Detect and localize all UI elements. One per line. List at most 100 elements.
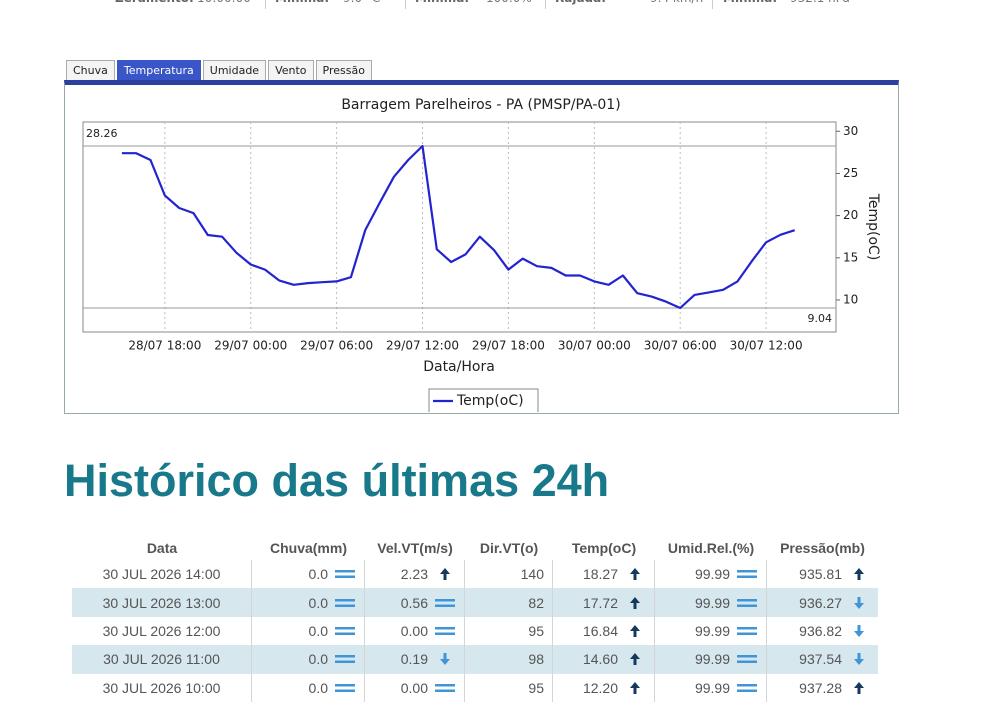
x-tick-label: 29/07 12:00 (386, 339, 459, 353)
table-cell: 937.28 (767, 674, 878, 702)
table-cell: 82 (465, 588, 553, 617)
trend-icon-part (435, 626, 455, 630)
y-tick-label: 10 (843, 292, 858, 306)
table-cell: 0.0 (252, 588, 365, 617)
trend-icon (335, 626, 355, 635)
tab[interactable]: Chuva (66, 60, 115, 80)
tab-bar: Chuva Temperatura Umidade Vento Pressão (66, 60, 372, 80)
table-cell: 936.82 (767, 617, 878, 645)
cell-value: 937.28 (799, 679, 842, 696)
table-cell: 30 JUL 2026 11:00 (72, 645, 252, 674)
table-cell: 2.23 (365, 560, 465, 589)
table-cell: 14.60 (553, 645, 655, 674)
cell-value: 935.81 (799, 566, 842, 583)
tab[interactable]: Vento (268, 60, 314, 80)
cell-value: 98 (528, 651, 544, 668)
cell-value: 30 JUL 2026 10:00 (102, 679, 221, 696)
line-series (121, 144, 796, 310)
table-cell: 936.27 (767, 588, 878, 616)
cell-value: 99.99 (694, 651, 730, 668)
cell-value: 0.0 (308, 651, 328, 668)
table-cell: 30 JUL 2026 12:00 (72, 616, 252, 646)
cell-value: 12.20 (582, 679, 618, 696)
cell-value: 936.27 (799, 594, 842, 611)
strip-label: Zeramento: (115, 0, 194, 5)
cell-value: 0.56 (400, 594, 428, 611)
trend-icon-part (630, 624, 640, 637)
cell-value: 937.54 (799, 651, 842, 668)
trend-icon (630, 596, 640, 609)
table-cell: 140 (465, 560, 553, 589)
trend-icon (440, 653, 450, 666)
trend-icon (737, 570, 757, 579)
x-tick-label: 30/07 06:00 (644, 339, 717, 353)
cell-value: 936.82 (799, 622, 842, 639)
tab[interactable]: Pressão (315, 60, 372, 80)
table-row: 30 JUL 2026 11:00 0.0 0.19 98 14.60 99.99 937.… (72, 645, 878, 674)
cell-value: 0.0 (308, 622, 328, 639)
table-cell: 0.00 (365, 616, 465, 646)
column-header: Vel.VT(m/s) (377, 540, 453, 556)
trend-icon-part (737, 689, 757, 692)
cell-value: 95 (528, 679, 544, 696)
table-cell: 0.19 (365, 645, 465, 674)
trend-icon-part (737, 632, 757, 635)
trend-icon-part (335, 604, 355, 607)
trend-icon-part (435, 632, 455, 635)
table-cell: 937.54 (767, 645, 878, 673)
history-table: Data Chuva(mm) Vel.VT(m/s) Dir.VT(o) Temp(oC… (72, 536, 878, 702)
cell-value: 0.0 (308, 679, 328, 696)
strip-value: 9.4 km/h (650, 0, 703, 5)
trend-icon (335, 655, 355, 664)
chart: Barragem Parelheiros - PA (PMSP/PA-01) 28… (82, 97, 881, 414)
trend-icon-part (335, 632, 355, 635)
trend-icon (630, 681, 640, 694)
column-header: Data (146, 540, 178, 556)
cell-value: 99.99 (694, 622, 730, 639)
trend-icon-part (335, 683, 355, 687)
table-cell: 0.0 (252, 673, 365, 702)
reference-label: 28.26 (86, 127, 118, 140)
strip-value: 932.1 hPa (790, 0, 850, 5)
summary-strip: Zeramento:10:00:00 Mínima: 9.0 °C Mínima: 10… (0, 0, 1000, 11)
trend-icon (335, 598, 355, 607)
column-header: Dir.VT(o) (479, 540, 539, 556)
cell-value: 99.99 (694, 679, 730, 696)
trend-icon (435, 683, 455, 692)
trend-icon-part (737, 683, 757, 687)
tab[interactable]: Umidade (202, 60, 267, 80)
table-cell: 30 JUL 2026 14:00 (72, 560, 252, 589)
trend-icon-part (440, 568, 450, 581)
cell-value: 2.23 (400, 566, 428, 583)
strip-separator (265, 0, 266, 9)
trend-icon-part (630, 568, 640, 581)
x-tick-label: 29/07 18:00 (472, 339, 545, 353)
tab[interactable]: Temperatura (116, 60, 201, 80)
trend-icon-part (335, 626, 355, 630)
trend-icon-part (737, 604, 757, 607)
cell-value: 14.60 (582, 651, 618, 668)
table-cell: 95 (465, 616, 553, 646)
trend-icon-part (335, 598, 355, 602)
trend-icon-part (737, 655, 757, 658)
cell-value: 18.27 (582, 566, 618, 583)
table-row: 30 JUL 2026 14:00 0.0 2.23 140 18.27 99.99 935… (72, 560, 878, 589)
table-cell: 99.99 (655, 588, 767, 617)
trend-icon (737, 683, 757, 692)
table-cell: 30 JUL 2026 13:00 (72, 588, 252, 617)
legend-label: Temp(oC) (456, 393, 524, 409)
trend-icon (630, 568, 640, 581)
cell-value: 30 JUL 2026 14:00 (102, 566, 221, 583)
table-row: 30 JUL 2026 12:00 0.0 0.00 95 16.84 99.99 936.… (72, 616, 878, 646)
table-cell: 99.99 (655, 560, 767, 589)
trend-icon (854, 596, 864, 609)
column-header: Umid.Rel.(%) (667, 540, 755, 556)
trend-icon-part (335, 660, 355, 664)
table-cell: 30 JUL 2026 10:00 (72, 673, 252, 702)
trend-icon (440, 568, 450, 581)
strip-label: Rajada: (555, 0, 606, 5)
strip-separator (712, 0, 713, 9)
cell-value: 17.72 (582, 594, 618, 611)
x-tick-label: 30/07 00:00 (558, 339, 631, 353)
